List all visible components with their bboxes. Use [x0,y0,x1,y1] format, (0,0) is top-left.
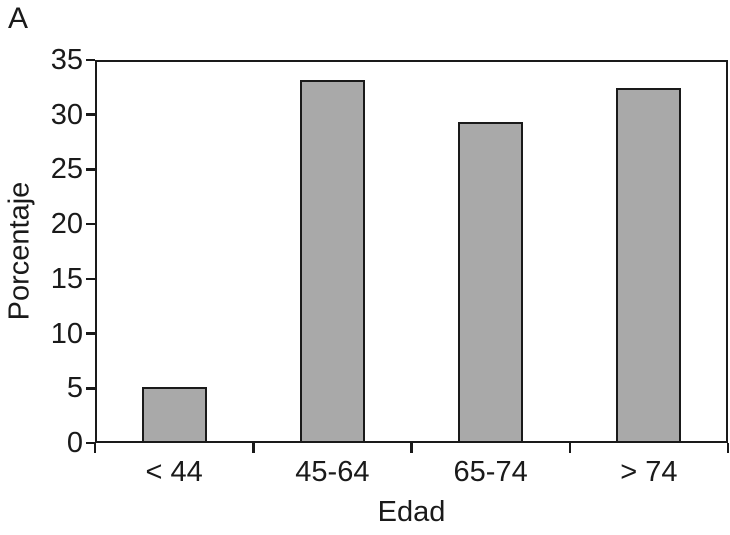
y-tick [86,277,95,281]
x-tick-label: < 44 [145,456,203,488]
x-tick [410,443,413,453]
bar [299,79,365,443]
x-tick-label: > 74 [620,456,678,488]
y-tick-label: 25 [50,153,83,186]
bar [616,88,682,443]
y-tick-label: 30 [50,98,83,131]
y-tick-label: 5 [66,372,83,405]
y-tick-label: 0 [66,427,83,459]
y-tick [86,113,95,116]
x-tick [93,443,97,453]
y-tick [86,441,95,445]
y-tick-label: 10 [50,317,83,350]
x-tick [252,443,255,453]
y-axis-title: Porcentaje [3,181,36,321]
y-tick-label: 35 [50,44,83,76]
y-tick-label: 20 [50,208,83,241]
y-tick [86,58,95,62]
y-tick [86,222,95,226]
x-tick [726,443,730,453]
y-tick [86,387,95,390]
x-tick-label: 65-74 [453,456,528,488]
bar [458,122,524,443]
y-tick [86,168,95,171]
bar [141,387,207,443]
y-tick [86,332,95,335]
panel-letter-label: A [8,2,29,35]
x-tick [568,443,571,453]
x-tick-label: 45-64 [295,456,370,488]
y-tick-label: 15 [50,262,83,295]
x-axis-title: Edad [377,496,446,528]
